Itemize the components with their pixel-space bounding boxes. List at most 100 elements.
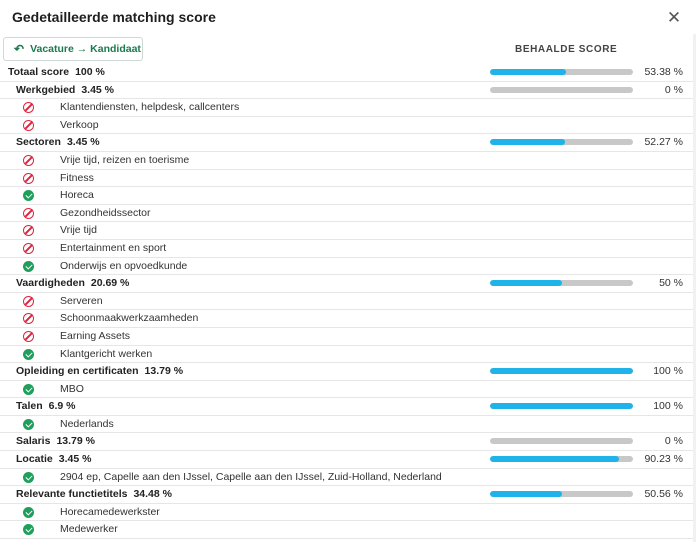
row-name: Horeca	[60, 189, 94, 202]
score-progress-fill	[490, 139, 565, 146]
scrollbar-track[interactable]	[693, 34, 696, 542]
row-weight: 3.45 %	[81, 83, 115, 96]
row-name: Gezondheidssector	[60, 206, 151, 219]
score-progress-bar	[490, 139, 633, 146]
check-circle-icon	[23, 471, 34, 483]
score-progress-fill	[490, 456, 620, 463]
score-percentage: 52.27 %	[644, 136, 683, 149]
row-name: Locatie	[16, 453, 53, 466]
criterion-item-row: Gezondheidssector	[0, 205, 696, 223]
score-progress-fill	[490, 491, 563, 498]
category-row: Opleiding en certificaten 13.79 % 100 %	[0, 363, 696, 381]
no-match-icon	[23, 242, 34, 254]
total-score-row: Totaal score 100 % 53.38 %	[0, 64, 696, 82]
category-row: Relevante functietitels 34.48 % 50.56 %	[0, 486, 696, 504]
dialog-title: Gedetailleerde matching score	[12, 9, 216, 25]
no-match-icon	[23, 225, 34, 237]
row-name: Medewerker	[60, 523, 118, 536]
score-percentage: 53.38 %	[644, 66, 683, 78]
row-name: Verkoop	[60, 118, 99, 131]
row-name: Relevante functietitels	[16, 488, 128, 501]
score-progress-bar	[490, 86, 633, 93]
criterion-item-row: Klantendiensten, helpdesk, callcenters	[0, 99, 696, 117]
row-name: Serveren	[60, 294, 103, 307]
row-label: Opleiding en certificaten 13.79 %	[16, 365, 183, 377]
row-label: Vrije tijd, reizen en toerisme	[60, 154, 195, 166]
category-row: Werkgebied 3.45 % 0 %	[0, 82, 696, 100]
row-name: 2904 ep, Capelle aan den IJssel, Capelle…	[60, 470, 442, 483]
row-label: Fitness	[60, 172, 100, 184]
row-weight: 100 %	[75, 66, 105, 78]
row-label: Horecamedewerkster	[60, 506, 166, 518]
row-label: Klantgericht werken	[60, 348, 158, 360]
check-circle-icon	[23, 524, 34, 536]
criterion-item-row: Schoonmaakwerkzaamheden	[0, 310, 696, 328]
close-icon[interactable]: ✕	[666, 8, 682, 27]
criterion-item-row: Horecamedewerkster	[0, 504, 696, 522]
row-label: Nederlands	[60, 418, 120, 430]
no-match-icon	[23, 119, 34, 131]
row-name: MBO	[60, 382, 84, 395]
row-name: Earning Assets	[60, 329, 131, 342]
score-percentage: 0 %	[664, 435, 683, 448]
no-match-icon	[23, 295, 34, 307]
no-match-icon	[23, 330, 34, 342]
category-row: Vaardigheden 20.69 % 50 %	[0, 275, 696, 293]
score-progress-bar	[490, 69, 633, 75]
row-label: Locatie 3.45 %	[16, 453, 91, 465]
score-progress-bar	[490, 280, 633, 287]
row-label: Verkoop	[60, 119, 105, 131]
column-header-score: BEHAALDE SCORE	[515, 44, 618, 55]
criterion-item-row: Klantgericht werken	[0, 346, 696, 364]
score-progress-bar	[490, 403, 633, 410]
row-name: Onderwijs en opvoedkunde	[60, 259, 188, 272]
row-name: Nederlands	[60, 417, 114, 430]
row-name: Horecamedewerkster	[60, 505, 160, 518]
row-name: Klantendiensten, helpdesk, callcenters	[60, 101, 240, 114]
row-label: Werkgebied 3.45 %	[16, 84, 114, 96]
criterion-item-row: Earning Assets	[0, 328, 696, 346]
row-label: Onderwijs en opvoedkunde	[60, 260, 193, 272]
row-name: Vrije tijd, reizen en toerisme	[60, 153, 190, 166]
score-table: Totaal score 100 % 53.38 % Werkgebied 3.45 %…	[0, 64, 696, 540]
row-label: Horeca	[60, 189, 100, 201]
score-percentage: 90.23 %	[644, 453, 683, 466]
row-weight: 34.48 %	[133, 488, 172, 501]
criterion-item-row: Onderwijs en opvoedkunde	[0, 258, 696, 276]
row-label: Entertainment en sport	[60, 242, 172, 254]
score-progress-fill	[490, 368, 633, 375]
category-row: Salaris 13.79 % 0 %	[0, 433, 696, 452]
row-weight: 3.45 %	[66, 136, 100, 149]
criterion-item-row: 2904 ep, Capelle aan den IJssel, Capelle…	[0, 469, 696, 487]
row-name: Schoonmaakwerkzaamheden	[60, 312, 199, 325]
row-label: Totaal score 100 %	[8, 66, 105, 78]
row-name: Talen	[16, 400, 43, 413]
score-progress-fill	[490, 403, 633, 410]
row-label: MBO	[60, 383, 90, 395]
score-percentage: 100 %	[653, 365, 683, 378]
row-name: Totaal score	[8, 66, 70, 78]
criterion-item-row: Serveren	[0, 293, 696, 311]
category-row: Sectoren 3.45 % 52.27 %	[0, 134, 696, 152]
direction-button-label: Vacature → Kandidaat	[30, 43, 141, 55]
row-label: Serveren	[60, 295, 109, 307]
dialog-header: Gedetailleerde matching score ✕	[0, 0, 696, 34]
row-label: Klantendiensten, helpdesk, callcenters	[60, 101, 245, 113]
score-percentage: 50.56 %	[644, 488, 683, 501]
score-progress-bar	[490, 368, 633, 375]
row-name: Fitness	[60, 171, 94, 184]
category-row: Talen 6.9 % 100 %	[0, 398, 696, 416]
check-circle-icon	[23, 260, 34, 272]
direction-toggle-button[interactable]: ↶ Vacature → Kandidaat	[3, 37, 143, 61]
row-label: Vaardigheden 20.69 %	[16, 277, 129, 289]
score-progress-fill	[490, 280, 562, 287]
check-circle-icon	[23, 190, 34, 202]
row-name: Klantgericht werken	[60, 347, 153, 360]
row-label: Vrije tijd	[60, 224, 103, 236]
score-percentage: 100 %	[653, 400, 683, 413]
criterion-item-row: Vrije tijd	[0, 222, 696, 240]
row-label: Sectoren 3.45 %	[16, 136, 100, 148]
score-progress-bar	[490, 438, 633, 445]
row-weight: 6.9 %	[48, 400, 76, 413]
row-weight: 3.45 %	[58, 453, 92, 466]
